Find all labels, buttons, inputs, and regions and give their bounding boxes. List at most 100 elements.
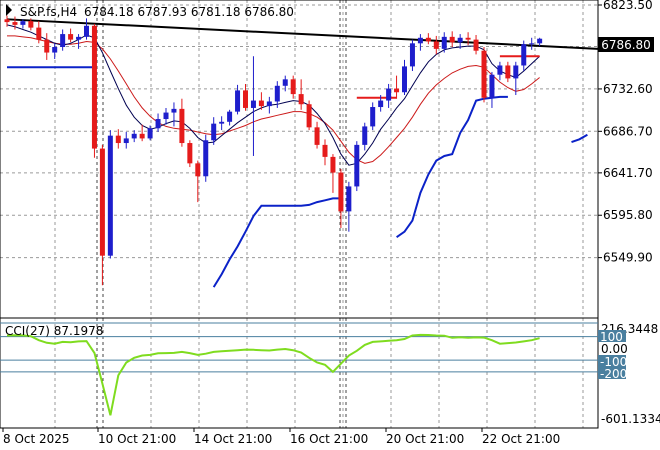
candle-body bbox=[179, 108, 185, 144]
candle-body bbox=[441, 36, 447, 49]
candle[interactable] bbox=[131, 130, 137, 143]
candle-body bbox=[211, 123, 217, 141]
candle[interactable] bbox=[52, 43, 58, 60]
candle[interactable] bbox=[211, 117, 217, 145]
collapse-arrow-icon[interactable] bbox=[6, 4, 12, 16]
candle[interactable] bbox=[139, 124, 145, 142]
candle-body bbox=[417, 37, 423, 44]
candle[interactable] bbox=[425, 33, 431, 45]
candle[interactable] bbox=[227, 109, 233, 126]
candle[interactable] bbox=[378, 95, 384, 112]
candle[interactable] bbox=[322, 139, 328, 166]
candle[interactable] bbox=[203, 134, 209, 182]
candle-body bbox=[449, 36, 455, 43]
candle[interactable] bbox=[457, 34, 463, 49]
candle-body bbox=[60, 34, 66, 48]
candle[interactable] bbox=[68, 28, 74, 43]
candle[interactable] bbox=[529, 37, 535, 50]
price-box-bg bbox=[598, 37, 654, 52]
candle[interactable] bbox=[362, 122, 368, 151]
candle-body bbox=[457, 37, 463, 43]
candle[interactable] bbox=[370, 102, 376, 131]
candle[interactable] bbox=[4, 15, 10, 27]
candle-body bbox=[465, 37, 471, 40]
candle[interactable] bbox=[163, 107, 169, 125]
session-separators bbox=[96, 0, 347, 428]
candle[interactable] bbox=[394, 75, 400, 99]
candle-body bbox=[306, 104, 312, 128]
candle[interactable] bbox=[306, 100, 312, 131]
candle[interactable] bbox=[44, 33, 50, 60]
candle[interactable] bbox=[489, 71, 495, 108]
cci-tick-label: -100 bbox=[600, 355, 627, 369]
candle-body bbox=[91, 25, 97, 149]
candle[interactable] bbox=[235, 84, 241, 115]
candle[interactable] bbox=[123, 131, 129, 149]
trendline[interactable] bbox=[6, 18, 599, 50]
candle-body bbox=[250, 100, 256, 108]
candle[interactable] bbox=[266, 96, 272, 114]
candle[interactable] bbox=[409, 39, 415, 72]
cci-tick-label: -200 bbox=[600, 367, 627, 381]
candle[interactable] bbox=[60, 29, 66, 51]
candle[interactable] bbox=[147, 125, 153, 141]
candle[interactable] bbox=[330, 154, 336, 193]
candle[interactable] bbox=[298, 79, 304, 110]
cci-label: CCI(27) 87.1978 bbox=[5, 324, 103, 338]
candle[interactable] bbox=[521, 40, 527, 72]
candle-body bbox=[521, 44, 527, 66]
candle[interactable] bbox=[449, 31, 455, 48]
candle[interactable] bbox=[155, 113, 161, 132]
candle[interactable] bbox=[497, 61, 503, 81]
candle-body bbox=[36, 27, 42, 40]
candle-body bbox=[235, 90, 241, 112]
candle[interactable] bbox=[171, 102, 177, 127]
candle[interactable] bbox=[107, 130, 113, 259]
time-tick-label: 16 Oct 21:00 bbox=[290, 432, 368, 446]
candlesticks[interactable] bbox=[4, 15, 543, 286]
time-axis[interactable]: 8 Oct 2025 10 Oct 21:00 14 Oct 21:00 16 Oct… bbox=[2, 428, 560, 446]
candle[interactable] bbox=[481, 47, 487, 103]
cci-line bbox=[6, 333, 540, 416]
candle[interactable] bbox=[473, 35, 479, 55]
candle[interactable] bbox=[187, 140, 193, 168]
candle[interactable] bbox=[195, 160, 201, 203]
candle[interactable] bbox=[28, 18, 34, 31]
candle[interactable] bbox=[314, 121, 320, 149]
candle[interactable] bbox=[76, 34, 82, 49]
candle[interactable] bbox=[36, 21, 42, 44]
candle[interactable] bbox=[258, 92, 264, 110]
candle[interactable] bbox=[346, 181, 352, 232]
candle[interactable] bbox=[513, 61, 519, 96]
candle[interactable] bbox=[99, 144, 105, 286]
candle[interactable] bbox=[243, 83, 248, 111]
candle[interactable] bbox=[20, 19, 26, 29]
price-tick-label: 6595.80 bbox=[603, 208, 653, 222]
candle[interactable] bbox=[250, 56, 256, 156]
candle[interactable] bbox=[417, 34, 423, 51]
candle-body bbox=[282, 79, 288, 86]
candle[interactable] bbox=[402, 59, 407, 96]
candle-body bbox=[52, 47, 58, 53]
candle[interactable] bbox=[465, 32, 471, 46]
candle[interactable] bbox=[179, 98, 185, 147]
candle[interactable] bbox=[441, 32, 447, 53]
candle[interactable] bbox=[537, 37, 543, 47]
candle[interactable] bbox=[115, 129, 121, 149]
candle-body bbox=[155, 119, 161, 129]
candle[interactable] bbox=[433, 35, 439, 55]
candle-body bbox=[187, 143, 193, 164]
candle[interactable] bbox=[386, 83, 392, 108]
candle-body bbox=[258, 100, 264, 107]
candle[interactable] bbox=[505, 61, 511, 83]
candle[interactable] bbox=[91, 23, 97, 158]
candle[interactable] bbox=[282, 75, 288, 92]
candle[interactable] bbox=[12, 16, 18, 30]
candle[interactable] bbox=[290, 75, 296, 99]
candle[interactable] bbox=[219, 116, 225, 131]
candle[interactable] bbox=[84, 18, 89, 40]
candle[interactable] bbox=[274, 81, 280, 108]
candle[interactable] bbox=[354, 141, 360, 192]
candle[interactable] bbox=[338, 168, 344, 228]
